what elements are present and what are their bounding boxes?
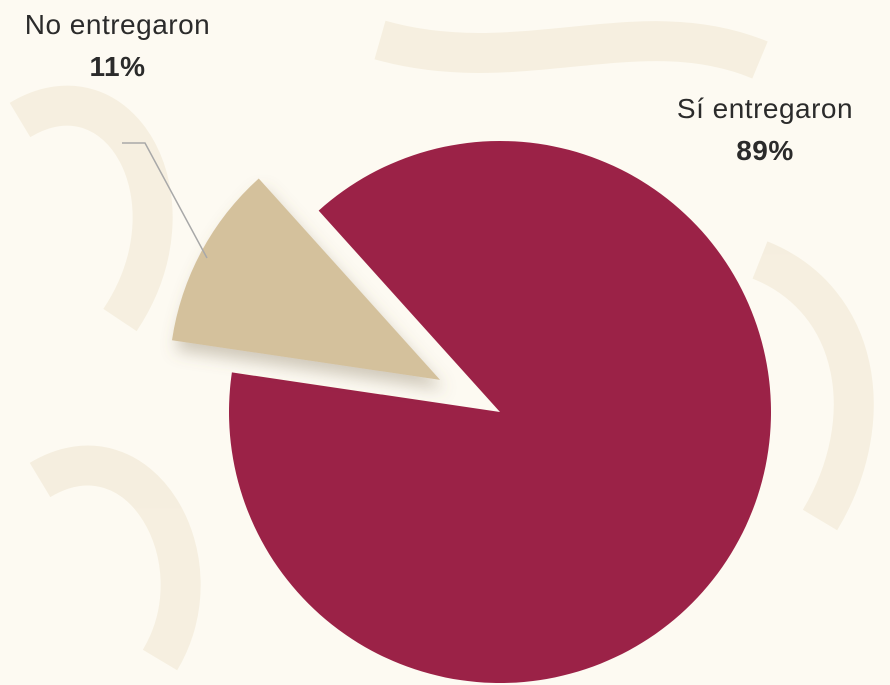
slice-label: Sí entregaron 89% (620, 88, 890, 172)
pie-slice (229, 140, 771, 683)
background-pattern (9, 20, 874, 671)
pie-slice (171, 178, 441, 380)
category-label: No entregaron (24, 9, 211, 40)
leader-line (122, 142, 208, 259)
slice-label: No entregaron 11% (10, 4, 225, 88)
category-label: Sí entregaron (676, 93, 854, 124)
value-label: 89% (736, 135, 794, 166)
pie (171, 140, 771, 683)
value-label: 11% (89, 51, 146, 82)
